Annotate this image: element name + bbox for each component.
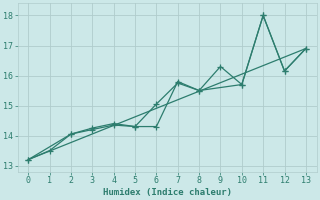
X-axis label: Humidex (Indice chaleur): Humidex (Indice chaleur): [103, 188, 232, 197]
